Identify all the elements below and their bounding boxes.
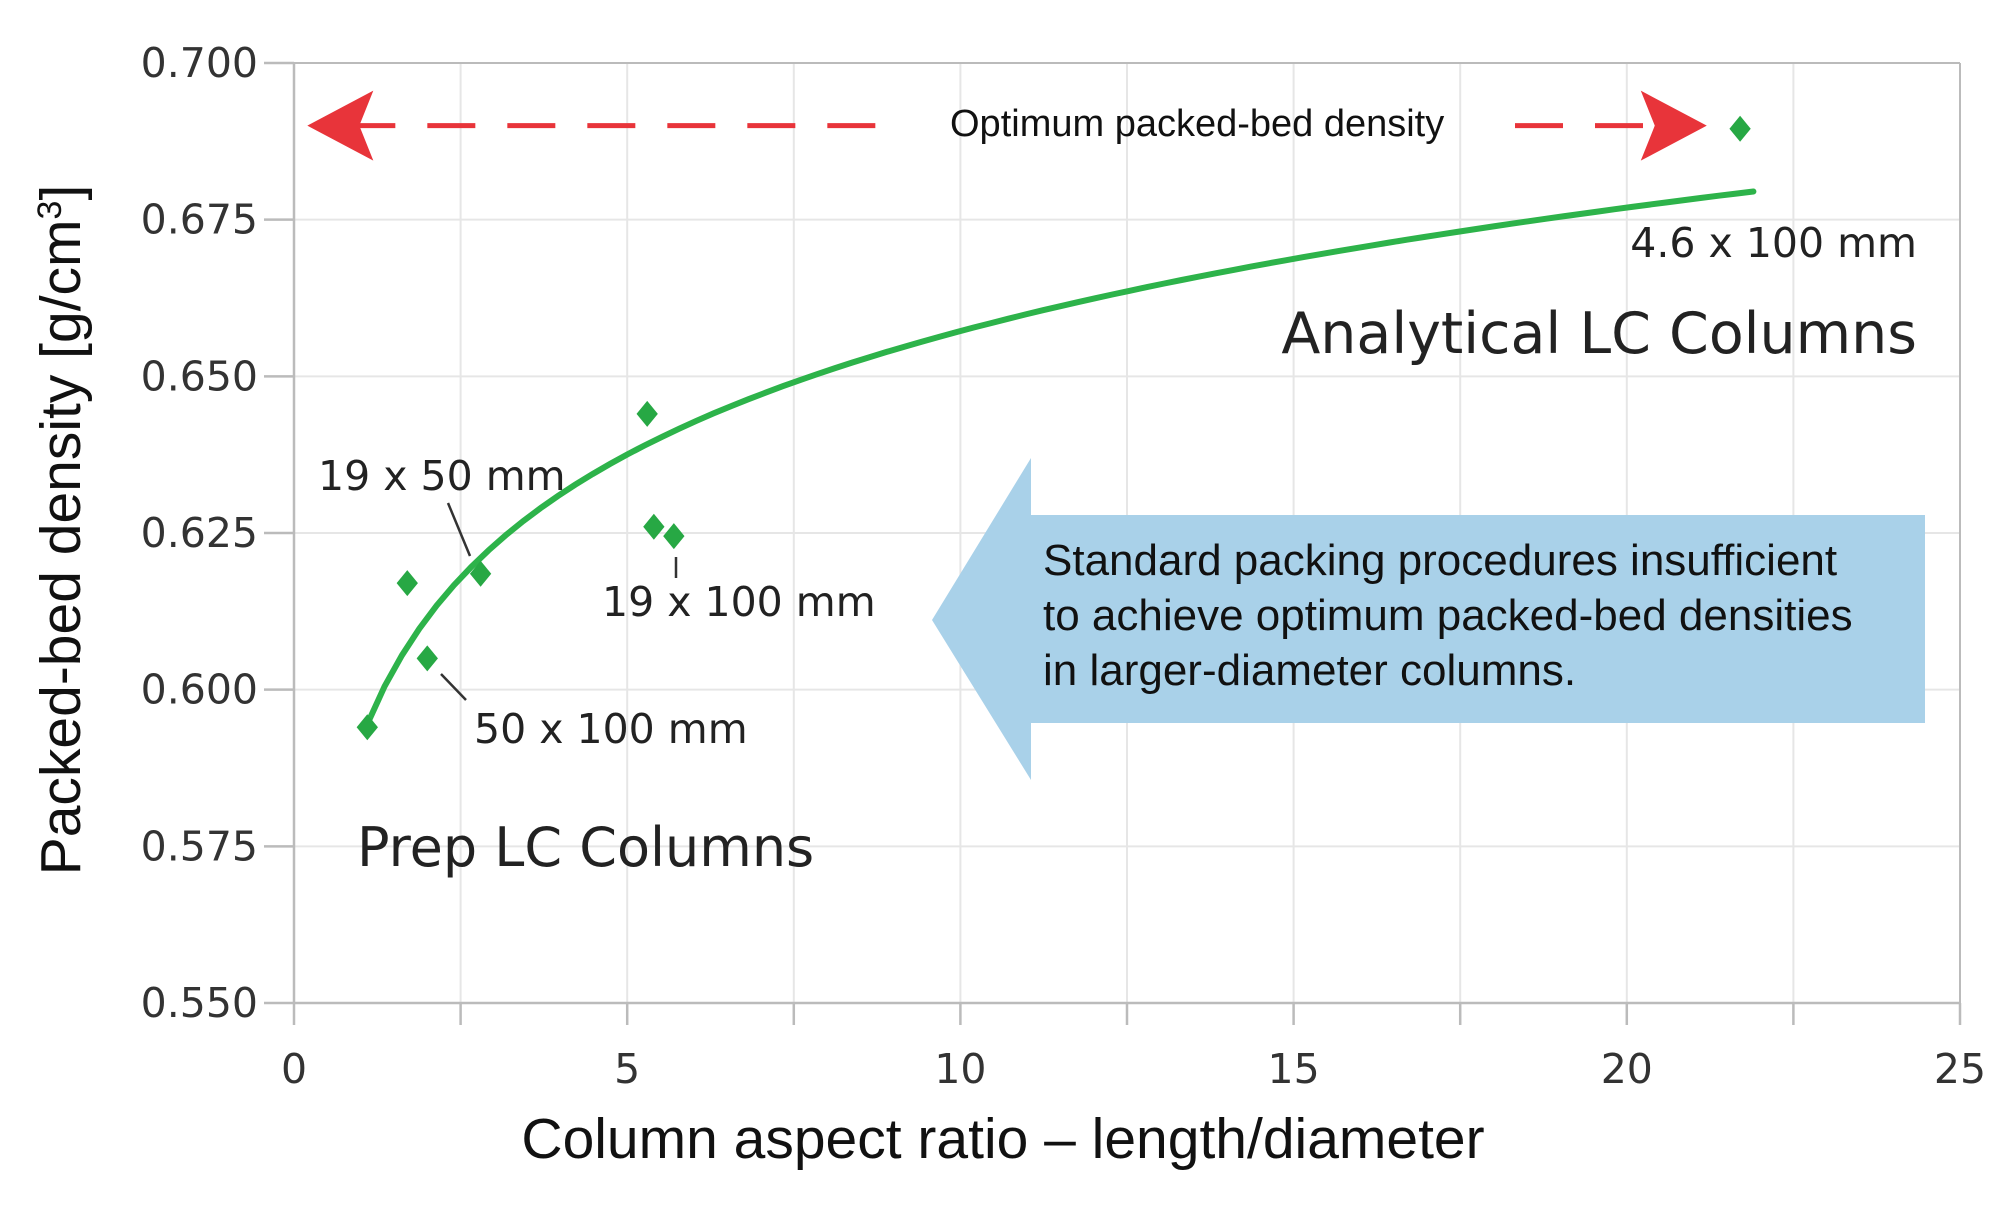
optimum-density-marker: Optimum packed-bed density <box>307 90 1707 161</box>
y-tick-label-1: 0.575 <box>141 822 258 870</box>
label-19x50: 19 x 50 mm <box>318 452 566 500</box>
callout-line-3: in larger-diameter columns. <box>1043 646 1576 695</box>
callout: Standard packing procedures insufficient… <box>932 458 1925 780</box>
data-point-3 <box>469 560 492 587</box>
x-tick-label-3: 15 <box>1268 1045 1320 1093</box>
optimum-arrowhead-left <box>307 90 374 161</box>
leader-19x50 <box>446 502 472 557</box>
data-point-6 <box>663 523 685 550</box>
label-4-6x100: 4.6 x 100 mm <box>1630 219 1917 267</box>
callout-line-1: Standard packing procedures insufficient <box>1043 536 1837 585</box>
leader-50x100 <box>440 673 467 701</box>
axes <box>264 61 1962 1025</box>
data-point-7 <box>1729 115 1751 142</box>
callout-line-2: to achieve optimum packed-bed densities <box>1043 591 1853 640</box>
x-tick-label-1: 5 <box>614 1045 640 1093</box>
x-tick-label-5: 25 <box>1934 1045 1986 1093</box>
x-tick-label-0: 0 <box>281 1045 307 1093</box>
y-tick-label-2: 0.600 <box>141 666 258 714</box>
x-tick-label-2: 10 <box>934 1045 986 1093</box>
y-axis-title: Packed-bed density [g/cm3] <box>29 185 93 876</box>
y-tick-label-4: 0.650 <box>141 352 258 400</box>
data-point-0 <box>356 714 378 741</box>
optimum-arrowhead-right <box>1640 90 1707 161</box>
x-tick-label-4: 20 <box>1601 1045 1653 1093</box>
y-axis-title-superscript: 3 <box>31 201 69 220</box>
label-50x100: 50 x 100 mm <box>474 705 748 753</box>
prep-region-label: Prep LC Columns <box>357 816 814 879</box>
x-tick-labels: 0 5 10 15 20 25 <box>281 1045 1986 1093</box>
trend-curve <box>364 188 1757 728</box>
optimum-label: Optimum packed-bed density <box>950 103 1444 145</box>
data-point-2 <box>416 645 438 672</box>
y-tick-labels: 0.550 0.575 0.600 0.625 0.650 0.675 0.700 <box>141 39 258 1027</box>
analytical-region-label: Analytical LC Columns <box>1281 301 1917 367</box>
x-axis-title: Column aspect ratio – length/diameter <box>521 1107 1484 1171</box>
y-axis-title-main: Packed-bed density [g/cm <box>29 219 93 875</box>
data-point-1 <box>396 570 418 597</box>
y-tick-label-6: 0.700 <box>141 39 258 87</box>
leader-lines <box>440 502 678 701</box>
label-19x100: 19 x 100 mm <box>602 578 876 626</box>
data-points <box>356 115 1751 741</box>
y-tick-label-5: 0.675 <box>141 196 258 244</box>
data-point-5 <box>643 513 665 540</box>
y-axis-title-end: ] <box>29 185 93 201</box>
callout-arrow-shape <box>932 458 1925 780</box>
data-point-4 <box>636 400 658 427</box>
y-tick-label-0: 0.550 <box>141 979 258 1027</box>
y-tick-label-3: 0.625 <box>141 509 258 557</box>
